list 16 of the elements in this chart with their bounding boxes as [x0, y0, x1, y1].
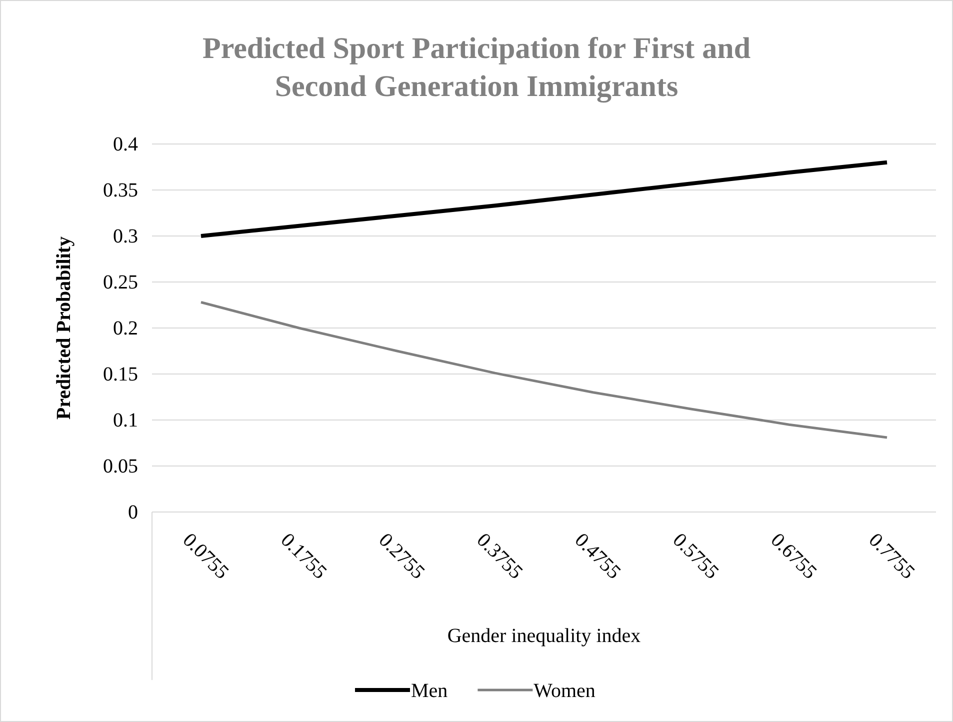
legend-label: Men [411, 680, 448, 702]
y-tick-label: 0.15 [103, 363, 138, 386]
y-tick-label: 0.25 [103, 271, 138, 294]
y-tick-label: 0.1 [113, 409, 138, 432]
y-tick-label: 0.2 [113, 317, 138, 340]
y-tick-label: 0.3 [113, 225, 138, 248]
y-tick-label: 0.4 [113, 133, 138, 156]
y-tick-label: 0.05 [103, 455, 138, 478]
y-tick-label: 0 [128, 501, 138, 524]
y-axis-title: Predicted Probability [53, 236, 75, 420]
x-axis-title: Gender inequality index [447, 625, 641, 647]
legend-label: Women [534, 680, 596, 702]
line-series [200, 300, 888, 439]
line-series [199, 160, 889, 238]
chart-title: Predicted Sport Participation for First and Second Generation Immigrants [202, 32, 751, 103]
y-tick-label: 0.35 [103, 179, 138, 202]
